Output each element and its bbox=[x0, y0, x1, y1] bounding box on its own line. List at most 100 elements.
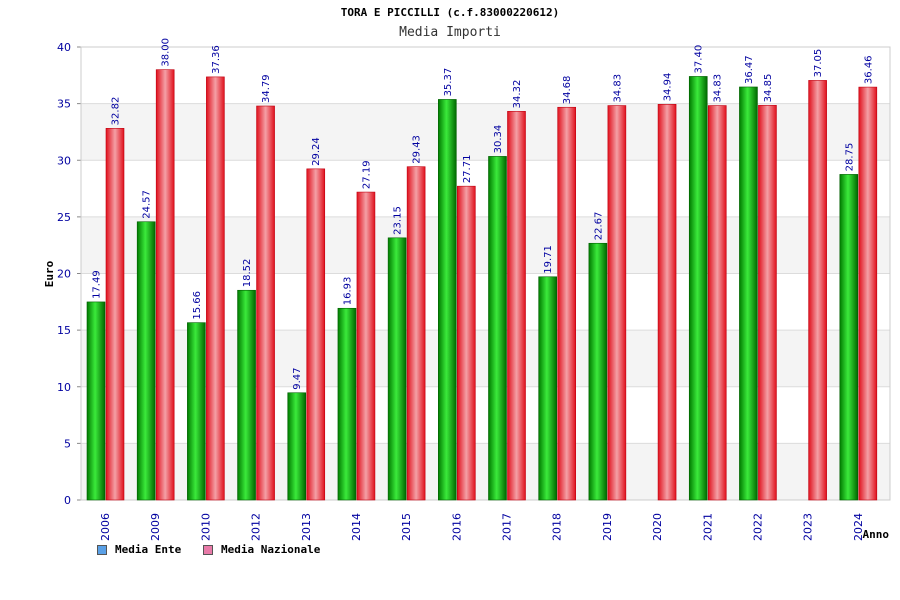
data-label: 34.83 bbox=[612, 74, 623, 103]
data-label: 27.19 bbox=[361, 160, 372, 189]
bar-media-nazionale bbox=[808, 80, 827, 501]
data-label: 23.15 bbox=[393, 206, 404, 235]
data-label: 36.47 bbox=[744, 55, 755, 84]
chart-subtitle: Media Importi bbox=[399, 25, 501, 40]
legend-item-media-nazionale: Media Nazionale bbox=[203, 543, 320, 556]
data-label: 22.67 bbox=[593, 212, 604, 241]
bar-media-nazionale bbox=[306, 168, 326, 501]
data-label: 29.43 bbox=[412, 135, 423, 164]
data-label: 34.83 bbox=[713, 74, 724, 103]
bar-media-nazionale bbox=[105, 128, 125, 501]
data-label: 37.05 bbox=[813, 49, 824, 78]
data-label: 34.85 bbox=[763, 74, 774, 103]
bar-media-ente bbox=[588, 242, 608, 501]
bars: 17.49 32.82 24.57 38.00 15.66 37.36 18.52 34.79… bbox=[86, 38, 878, 501]
x-tick-label: 2014 bbox=[350, 513, 363, 541]
x-tick-label: 2023 bbox=[802, 513, 815, 541]
bar-media-nazionale bbox=[256, 105, 275, 501]
data-label: 17.49 bbox=[92, 270, 103, 299]
bar-media-ente bbox=[287, 392, 307, 501]
bar-media-nazionale bbox=[858, 86, 878, 501]
y-tick-label: 40 bbox=[57, 41, 71, 54]
data-label: 19.71 bbox=[543, 245, 554, 274]
bar-media-nazionale bbox=[406, 166, 426, 501]
legend-swatch-media-ente bbox=[97, 544, 107, 555]
y-tick-label: 5 bbox=[64, 437, 71, 450]
bar-media-nazionale bbox=[457, 185, 476, 501]
data-label: 29.24 bbox=[311, 137, 322, 166]
bar-media-nazionale bbox=[657, 104, 677, 501]
data-label: 35.37 bbox=[443, 68, 454, 97]
data-label: 18.52 bbox=[242, 259, 253, 288]
x-tick-label: 2018 bbox=[551, 513, 564, 541]
legend-label-media-nazionale: Media Nazionale bbox=[221, 543, 321, 556]
x-tick-label: 2010 bbox=[199, 513, 212, 541]
y-tick-label: 25 bbox=[57, 211, 71, 224]
data-label: 28.75 bbox=[844, 143, 855, 172]
bar-media-nazionale bbox=[206, 76, 225, 501]
legend-swatch-media-nazionale bbox=[203, 544, 213, 555]
x-tick-label: 2017 bbox=[501, 513, 514, 541]
y-tick-label: 0 bbox=[64, 494, 71, 507]
y-axis-label: Euro bbox=[43, 260, 56, 287]
data-label: 34.32 bbox=[512, 80, 523, 109]
x-tick-label: 2015 bbox=[400, 513, 413, 541]
data-label: 34.68 bbox=[562, 76, 573, 105]
data-label: 37.36 bbox=[211, 45, 222, 74]
y-axis-ticks: 0 5 10 15 20 25 30 35 40 bbox=[57, 41, 71, 507]
bar-media-ente bbox=[86, 301, 106, 501]
bar-media-ente bbox=[839, 174, 859, 501]
x-tick-label: 2021 bbox=[701, 513, 714, 541]
bar-media-ente bbox=[488, 156, 507, 501]
bar-media-ente bbox=[739, 86, 758, 501]
bar-media-ente bbox=[237, 289, 256, 501]
x-tick-label: 2006 bbox=[99, 513, 112, 541]
x-tick-label: 2009 bbox=[149, 513, 162, 541]
bar-media-nazionale bbox=[356, 191, 376, 501]
bar-media-nazionale bbox=[707, 105, 727, 501]
data-label: 27.71 bbox=[462, 155, 473, 184]
data-label: 36.46 bbox=[863, 55, 874, 84]
bar-media-nazionale bbox=[155, 69, 175, 501]
legend-label-media-ente: Media Ente bbox=[115, 543, 182, 556]
data-label: 24.57 bbox=[142, 190, 153, 219]
x-axis-ticks: 2006 2009 2010 2012 2013 2014 2015 2016 2017 2018… bbox=[99, 513, 865, 541]
x-axis-label: Anno bbox=[863, 528, 890, 541]
data-label: 32.82 bbox=[111, 97, 122, 126]
data-label: 16.93 bbox=[342, 277, 353, 306]
bar-media-nazionale bbox=[607, 105, 627, 501]
x-tick-label: 2012 bbox=[250, 513, 263, 541]
data-label: 34.94 bbox=[663, 73, 674, 102]
plot-frame bbox=[80, 46, 891, 501]
bar-media-ente bbox=[136, 221, 156, 501]
data-label: 30.34 bbox=[493, 125, 504, 154]
bar-media-ente bbox=[688, 76, 708, 501]
bar-media-nazionale bbox=[507, 111, 526, 501]
x-tick-label: 2019 bbox=[601, 513, 614, 541]
y-tick-label: 10 bbox=[57, 381, 71, 394]
x-tick-label: 2024 bbox=[852, 513, 865, 541]
data-label: 9.47 bbox=[292, 367, 303, 389]
y-tick-label: 35 bbox=[57, 98, 71, 111]
bar-media-ente bbox=[538, 276, 557, 501]
x-tick-label: 2013 bbox=[300, 513, 313, 541]
legend-item-media-ente: Media Ente bbox=[97, 543, 181, 556]
bar-media-nazionale bbox=[758, 105, 777, 501]
bar-media-ente bbox=[438, 99, 457, 501]
bar-media-ente bbox=[387, 237, 407, 501]
bar-media-ente bbox=[187, 322, 206, 501]
data-label: 15.66 bbox=[192, 291, 203, 320]
x-tick-label: 2022 bbox=[751, 513, 764, 541]
y-tick-label: 20 bbox=[57, 268, 71, 281]
bar-media-nazionale bbox=[557, 106, 576, 501]
x-tick-label: 2016 bbox=[450, 513, 463, 541]
y-tick-label: 30 bbox=[57, 154, 71, 167]
data-label: 34.79 bbox=[261, 74, 272, 103]
x-tick-label: 2020 bbox=[651, 513, 664, 541]
data-label: 37.40 bbox=[694, 45, 705, 74]
bar-media-ente bbox=[337, 307, 357, 501]
y-tick-label: 15 bbox=[57, 324, 71, 337]
data-label: 38.00 bbox=[161, 38, 172, 67]
chart-title: TORA E PICCILLI (c.f.83000220612) bbox=[340, 6, 560, 19]
